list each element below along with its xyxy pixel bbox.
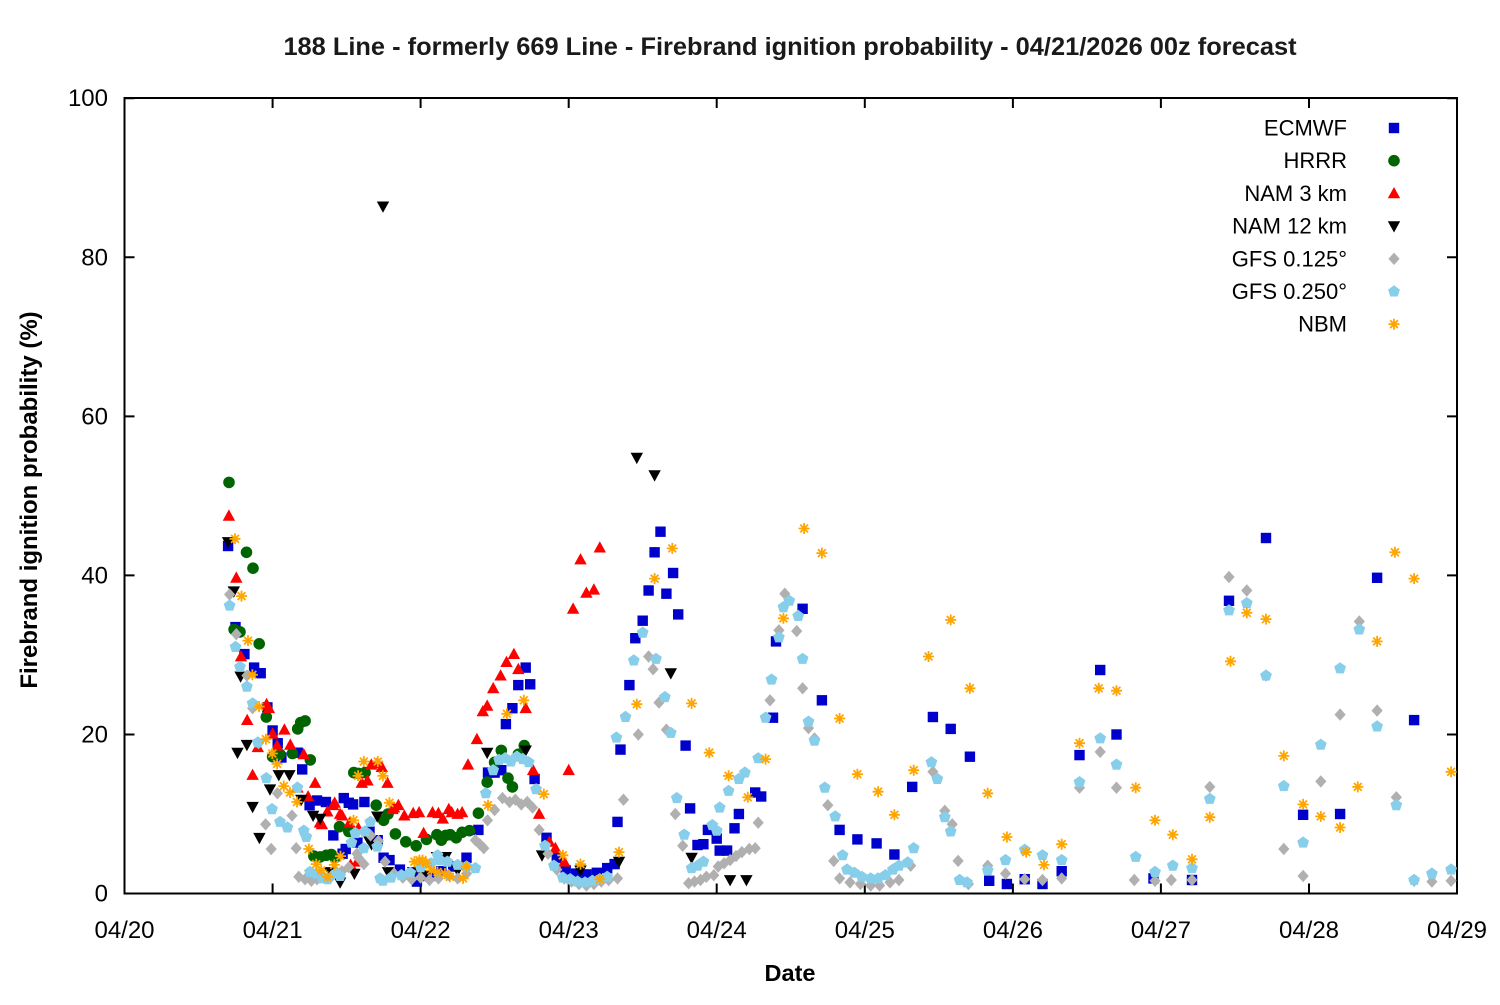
svg-text:NAM 3 km: NAM 3 km <box>1244 181 1347 206</box>
svg-text:20: 20 <box>81 722 108 749</box>
svg-text:04/26: 04/26 <box>983 917 1043 944</box>
svg-text:GFS 0.125°: GFS 0.125° <box>1232 246 1347 271</box>
svg-text:Firebrand ignition probability: Firebrand ignition probability (%) <box>16 311 43 688</box>
svg-text:04/25: 04/25 <box>835 917 895 944</box>
svg-text:04/20: 04/20 <box>94 917 154 944</box>
svg-text:Date: Date <box>765 960 816 986</box>
svg-text:04/22: 04/22 <box>391 917 451 944</box>
svg-text:HRRR: HRRR <box>1283 148 1347 173</box>
svg-text:60: 60 <box>81 403 108 430</box>
svg-text:100: 100 <box>68 85 108 112</box>
svg-text:40: 40 <box>81 562 108 589</box>
svg-text:NAM 12 km: NAM 12 km <box>1232 214 1347 239</box>
svg-text:04/21: 04/21 <box>243 917 303 944</box>
svg-text:04/29: 04/29 <box>1427 917 1487 944</box>
svg-text:04/27: 04/27 <box>1131 917 1191 944</box>
svg-text:04/23: 04/23 <box>539 917 599 944</box>
svg-text:188 Line - formerly 669 Line -: 188 Line - formerly 669 Line - Firebrand… <box>283 33 1297 61</box>
svg-text:GFS 0.250°: GFS 0.250° <box>1232 279 1347 304</box>
svg-text:04/24: 04/24 <box>687 917 747 944</box>
svg-text:80: 80 <box>81 244 108 271</box>
svg-text:0: 0 <box>95 881 108 908</box>
svg-text:ECMWF: ECMWF <box>1264 116 1347 141</box>
svg-text:04/28: 04/28 <box>1279 917 1339 944</box>
svg-text:NBM: NBM <box>1298 312 1347 337</box>
